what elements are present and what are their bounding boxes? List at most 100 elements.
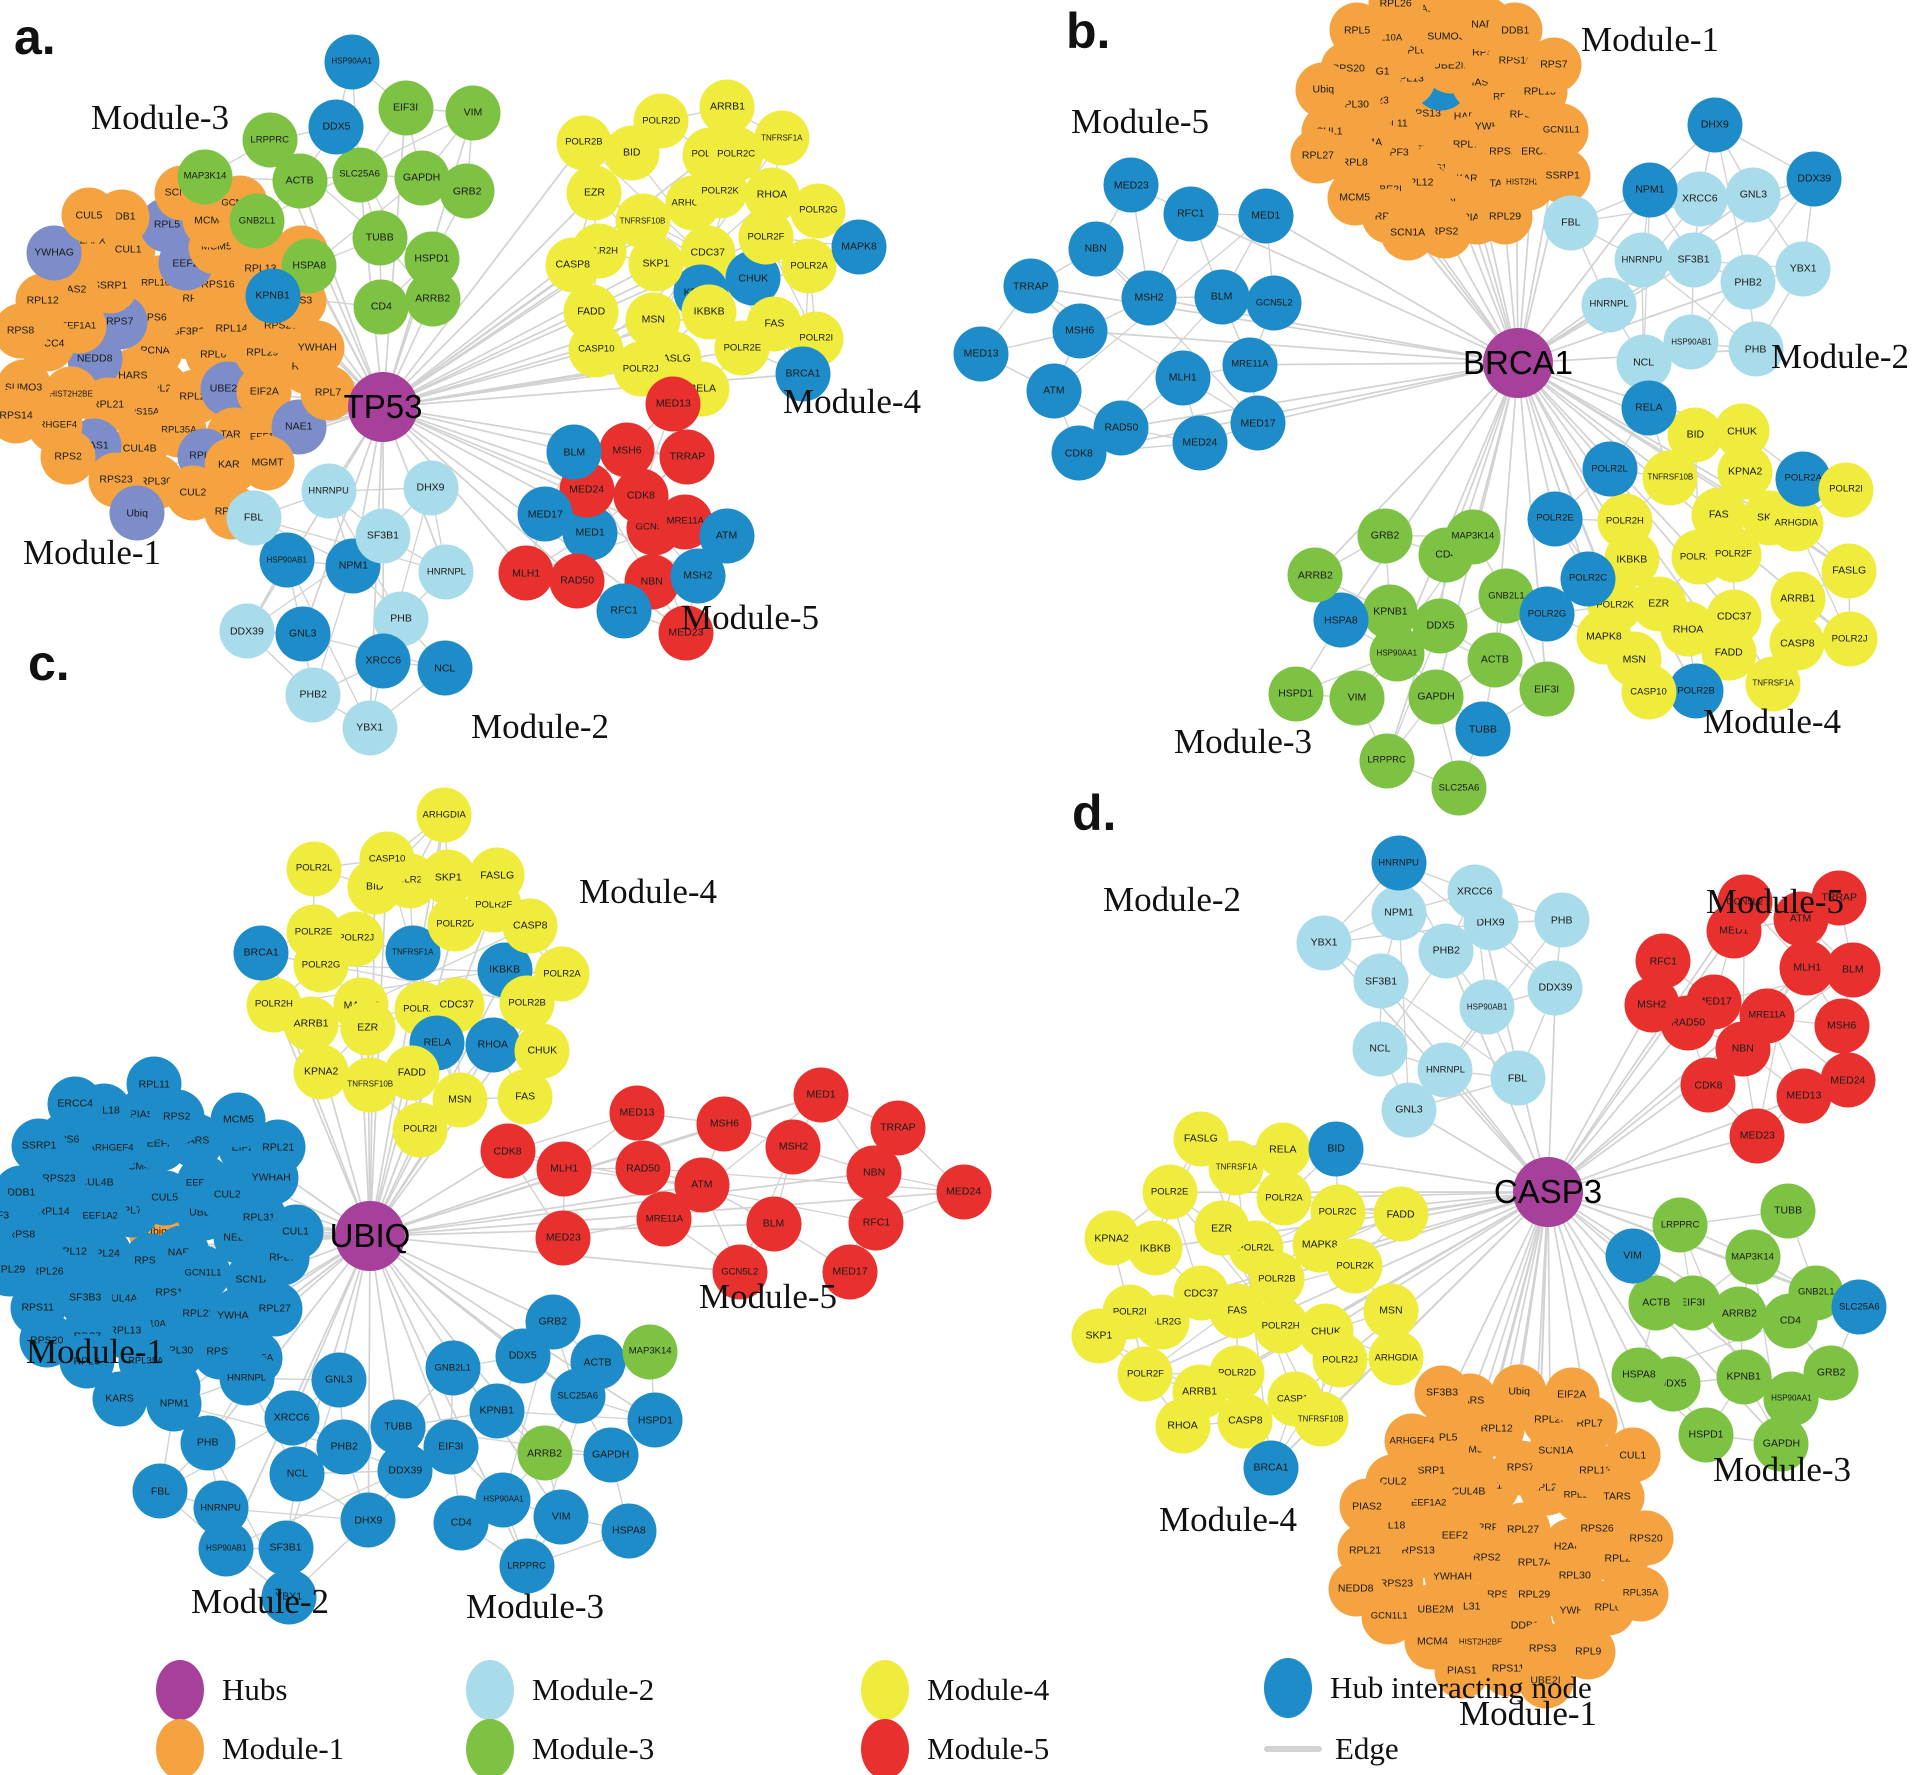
gene-node: EZR bbox=[566, 165, 622, 221]
edge bbox=[1547, 1134, 1758, 1193]
legend-label: Hub interacting node bbox=[1330, 1670, 1592, 1705]
gene-node: XRCC6 bbox=[355, 633, 411, 689]
edge bbox=[1265, 214, 1519, 364]
edge bbox=[1517, 281, 1749, 364]
gene-node: ARRB2 bbox=[1711, 1286, 1767, 1342]
gene-node: CDK8 bbox=[1051, 425, 1107, 481]
gene-node: NCL bbox=[269, 1446, 325, 1502]
gene-node: PIAS2 bbox=[1339, 1478, 1395, 1534]
gene-node: BLM bbox=[1825, 942, 1881, 998]
edge bbox=[361, 925, 531, 1006]
gene-node: FBL bbox=[1490, 1050, 1546, 1106]
gene-node: SLC25A6 bbox=[332, 147, 388, 203]
gene-node: RPS8 bbox=[0, 303, 49, 359]
gene-node: RELA bbox=[1621, 380, 1677, 436]
gene-node: GNL3 bbox=[311, 1352, 367, 1408]
edge bbox=[1190, 212, 1519, 364]
edge bbox=[369, 1171, 875, 1237]
gene-node: EIF3I bbox=[423, 1419, 479, 1475]
gene-node: KPNA2 bbox=[1084, 1210, 1140, 1266]
gene-node: POLR2I bbox=[1818, 462, 1874, 518]
gene-node: ARRB2 bbox=[517, 1425, 573, 1481]
gene-node: SF3B3 bbox=[1414, 1365, 1470, 1421]
gene-node: TRRAP bbox=[870, 1100, 926, 1156]
legend-swatch bbox=[156, 1719, 204, 1775]
edge bbox=[1547, 1191, 1634, 1456]
gene-node: BID bbox=[1308, 1121, 1364, 1177]
edge bbox=[1325, 1191, 1549, 1333]
module-label: Module-5 bbox=[680, 598, 820, 637]
hub-label: BRCA1 bbox=[1462, 344, 1574, 381]
gene-node: NCL bbox=[1352, 1021, 1408, 1077]
gene-node: NPM1 bbox=[1371, 885, 1427, 941]
legend-swatch bbox=[861, 1660, 909, 1720]
gene-node: POLR2E bbox=[286, 904, 341, 960]
gene-node: BLM bbox=[1194, 269, 1250, 325]
legend-label: Module-5 bbox=[927, 1731, 1050, 1766]
gene-node: FBL bbox=[1543, 195, 1599, 251]
gene-node: MED24 bbox=[1820, 1052, 1876, 1108]
gene-node: LRPPRC bbox=[242, 112, 298, 168]
gene-node: HSP90AB1 bbox=[1663, 314, 1719, 370]
gene-node: CASP8 bbox=[545, 237, 601, 293]
module-label: Module-1 bbox=[22, 533, 162, 572]
gene-node: HSP90AA1 bbox=[324, 34, 380, 90]
legend-label: Module-3 bbox=[532, 1731, 655, 1766]
gene-node: DDX5 bbox=[1412, 598, 1468, 654]
legend-swatch bbox=[156, 1660, 204, 1720]
gene-node: SF3B1 bbox=[1666, 232, 1721, 288]
gene-node: POLR2J bbox=[1312, 1332, 1368, 1388]
gene-node: KPNB1 bbox=[245, 268, 301, 324]
module-label: Module-1 bbox=[1580, 20, 1720, 59]
gene-node: NBN bbox=[1068, 221, 1124, 277]
gene-node: RFC1 bbox=[596, 583, 652, 639]
gene-node: BLM bbox=[746, 1196, 801, 1252]
module-label: Module-5 bbox=[1705, 882, 1845, 921]
edge bbox=[382, 406, 588, 491]
gene-node: SCN1A bbox=[1380, 205, 1436, 261]
gene-node: RPL21 bbox=[250, 1119, 306, 1175]
gene-node: TUBB bbox=[352, 210, 408, 266]
gene-node: GCN5L2 bbox=[1246, 275, 1302, 331]
gene-node: SKP1 bbox=[628, 236, 684, 292]
edge bbox=[1547, 930, 1735, 1193]
gene-node: EIF3I bbox=[378, 80, 434, 136]
gene-node: FADD bbox=[1373, 1186, 1429, 1242]
edge bbox=[1547, 901, 1746, 1193]
gene-node: PHB2 bbox=[285, 667, 341, 723]
legend-label: Edge bbox=[1335, 1731, 1399, 1766]
gene-node: CASP10 bbox=[568, 322, 624, 378]
gene-node: GRB2 bbox=[525, 1294, 581, 1350]
module-label: Module-5 bbox=[1070, 102, 1210, 141]
gene-node: POLR2K bbox=[1327, 1238, 1383, 1294]
gene-node: RFC1 bbox=[848, 1195, 904, 1251]
gene-node: VIM bbox=[1329, 670, 1385, 726]
gene-node: KPNB1 bbox=[469, 1383, 525, 1439]
gene-node: HNRNPU bbox=[301, 463, 357, 519]
legend-swatch bbox=[466, 1719, 514, 1775]
edge bbox=[1095, 248, 1259, 424]
gene-node: DHX9 bbox=[340, 1492, 396, 1548]
edge bbox=[174, 1403, 345, 1448]
gene-node: CDK8 bbox=[480, 1123, 536, 1179]
gene-node: BRCA1 bbox=[775, 346, 831, 402]
gene-node: KARS bbox=[92, 1371, 147, 1427]
gene-node: RAD50 bbox=[549, 553, 605, 609]
gene-node: CUL5 bbox=[61, 187, 117, 243]
gene-node: MSH2 bbox=[1624, 977, 1680, 1033]
gene-node: GNL3 bbox=[275, 606, 331, 662]
edge bbox=[1517, 362, 1589, 579]
module-label: Module-2 bbox=[190, 1582, 330, 1621]
edge bbox=[369, 1235, 656, 1422]
gene-node: BRCA1 bbox=[233, 925, 289, 981]
module-label: Module-3 bbox=[465, 1587, 605, 1626]
gene-node: GRB2 bbox=[1357, 508, 1413, 564]
edge bbox=[382, 263, 657, 408]
gene-node: CASP8 bbox=[502, 898, 558, 954]
gene-node: PHB bbox=[1534, 892, 1590, 948]
edge bbox=[273, 1004, 371, 1237]
gene-node: VIM bbox=[445, 85, 501, 141]
gene-node: MGMT bbox=[239, 435, 295, 491]
edge bbox=[1517, 189, 1651, 364]
gene-node: CD4 bbox=[433, 1495, 489, 1551]
